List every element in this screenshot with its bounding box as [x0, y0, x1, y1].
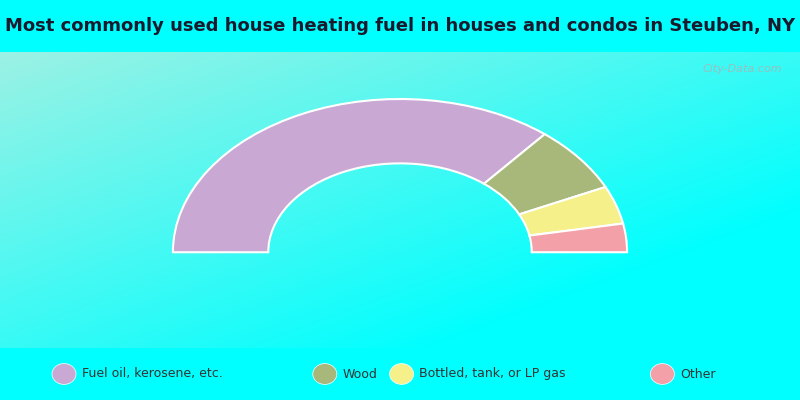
Ellipse shape	[313, 364, 337, 384]
Text: Most commonly used house heating fuel in houses and condos in Steuben, NY: Most commonly used house heating fuel in…	[5, 17, 795, 35]
Text: Bottled, tank, or LP gas: Bottled, tank, or LP gas	[419, 368, 566, 380]
Wedge shape	[530, 224, 627, 252]
Ellipse shape	[52, 364, 76, 384]
Ellipse shape	[650, 364, 674, 384]
Wedge shape	[519, 187, 623, 236]
Text: City-Data.com: City-Data.com	[702, 64, 782, 74]
Wedge shape	[173, 99, 545, 252]
Wedge shape	[484, 134, 606, 214]
Ellipse shape	[390, 364, 414, 384]
Text: Other: Other	[680, 368, 715, 380]
Text: Fuel oil, kerosene, etc.: Fuel oil, kerosene, etc.	[82, 368, 222, 380]
Text: Wood: Wood	[342, 368, 378, 380]
